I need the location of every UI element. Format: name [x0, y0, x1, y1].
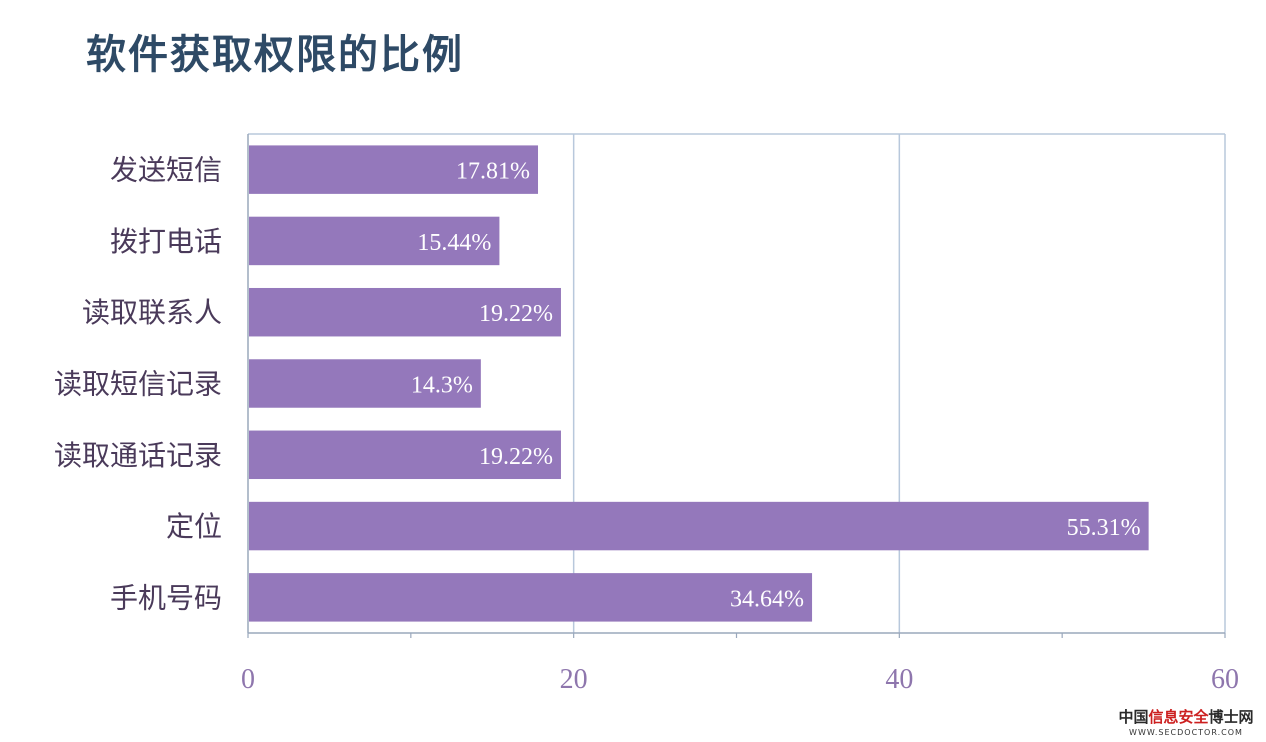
bar-1 [249, 216, 500, 266]
bar-chart: 0 20 40 60 发送短信 17.81% 拨打电话 15.44% 读取联系人 19.22% 读取… [54, 133, 1239, 695]
category-label-6: 手机号码 [110, 581, 222, 614]
category-label-5: 定位 [166, 510, 222, 543]
watermark-brand-pre: 中国 [1118, 708, 1149, 726]
bar-3 [249, 359, 481, 408]
data-label-4: 19.22% [479, 444, 553, 470]
x-tick-label-60: 60 [1211, 664, 1239, 695]
watermark-brand: 中国信息安全博士网 [1116, 706, 1256, 727]
bar-5 [249, 501, 1149, 551]
data-label-3: 14.3% [411, 373, 473, 399]
bar-4 [249, 430, 561, 480]
x-tick-label-0: 0 [241, 664, 255, 695]
bar-0 [249, 145, 539, 194]
watermark: 中国信息安全博士网 WWW.SECDOCTOR.COM [1116, 706, 1256, 737]
watermark-brand-red: 信息安全 [1148, 708, 1209, 726]
data-label-1: 15.44% [417, 230, 491, 256]
data-label-0: 17.81% [456, 159, 530, 185]
category-label-3: 读取短信记录 [54, 368, 222, 401]
category-label-4: 读取通话记录 [54, 439, 222, 472]
category-label-0: 发送短信 [110, 154, 222, 187]
data-label-2: 19.22% [479, 301, 553, 327]
page-title: 软件获取权限的比例 [86, 32, 464, 78]
category-label-2: 读取联系人 [82, 296, 222, 329]
bar-2 [249, 287, 561, 337]
watermark-url: WWW.SECDOCTOR.COM [1129, 728, 1243, 737]
data-label-5: 55.31% [1067, 515, 1141, 541]
x-tick-label-20: 20 [560, 664, 588, 695]
data-label-6: 34.64% [730, 586, 804, 612]
category-label-1: 拨打电话 [110, 225, 222, 258]
x-tick-label-40: 40 [885, 664, 913, 695]
watermark-brand-post: 博士网 [1208, 708, 1254, 726]
bar-6 [249, 573, 813, 622]
